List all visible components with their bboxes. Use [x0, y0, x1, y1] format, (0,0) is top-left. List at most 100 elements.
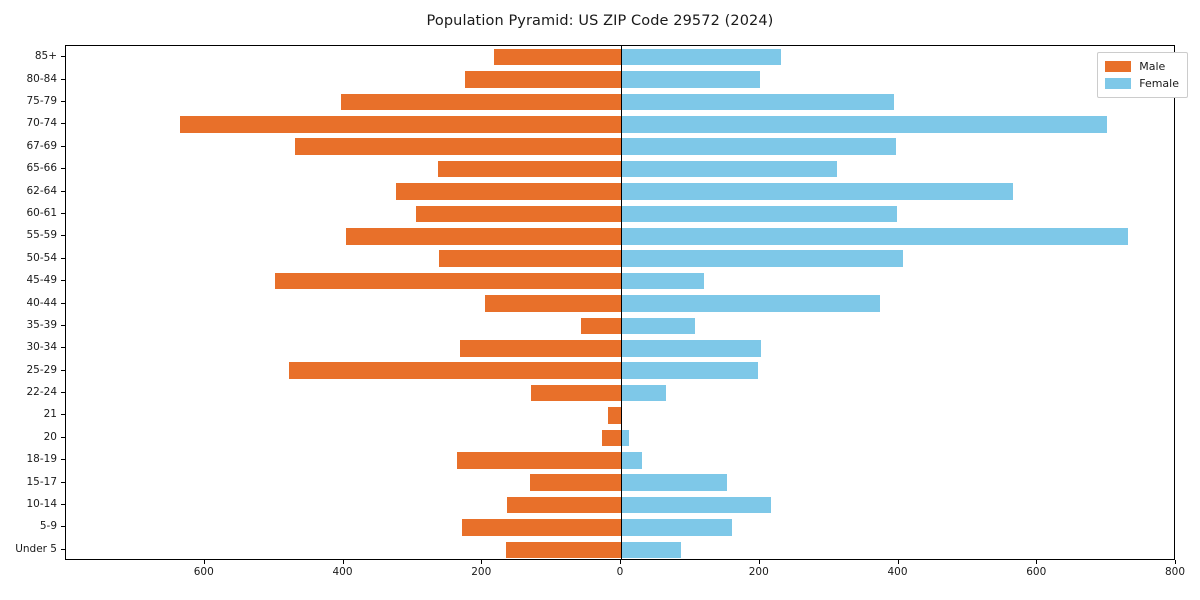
bar-row: [66, 474, 1174, 491]
x-axis-tick: [203, 560, 205, 564]
y-axis-tick: [61, 145, 65, 147]
y-axis-tick: [61, 78, 65, 80]
x-axis-label: 200: [748, 566, 769, 578]
bar-female: [621, 339, 762, 357]
y-axis-tick: [61, 504, 65, 506]
bar-male: [456, 451, 621, 469]
bar-female: [621, 93, 895, 111]
y-axis-label: 5-9: [39, 520, 57, 533]
bar-row: [66, 183, 1174, 200]
y-axis-label: 15-17: [26, 475, 57, 488]
y-axis-tick: [61, 414, 65, 416]
y-axis-label: 67-69: [26, 139, 57, 152]
y-axis-label: 18-19: [26, 453, 57, 466]
bar-male: [294, 138, 621, 156]
bar-female: [621, 116, 1107, 133]
x-axis-label: 600: [193, 566, 214, 578]
bar-male: [530, 384, 621, 402]
bar-row: [66, 317, 1174, 335]
bar-row: [66, 71, 1174, 88]
legend[interactable]: Male Female: [1097, 52, 1188, 98]
bar-row: [66, 48, 1174, 66]
bar-male: [395, 183, 621, 200]
bar-male: [289, 362, 621, 379]
bar-male: [460, 339, 621, 357]
legend-label: Male: [1139, 60, 1166, 73]
plot-area: [65, 45, 1175, 560]
chart-title: Population Pyramid: US ZIP Code 29572 (2…: [426, 13, 774, 29]
legend-entry-male[interactable]: Male: [1105, 58, 1179, 75]
y-axis-label: 55-59: [26, 229, 57, 242]
bar-row: [66, 407, 1174, 424]
bar-row: [66, 339, 1174, 357]
bar-row: [66, 295, 1174, 312]
bar-male: [530, 474, 621, 491]
y-axis-label: 10-14: [26, 498, 57, 511]
bar-female: [621, 541, 682, 559]
bar-male: [607, 407, 621, 424]
y-axis-label: 30-34: [26, 341, 57, 354]
x-axis-ticks: [65, 560, 1176, 564]
x-axis-tick: [1175, 560, 1176, 564]
y-axis-label: 60-61: [26, 206, 57, 219]
x-axis-tick-labels: 600 400 200 0 200 400 600 800: [65, 566, 1185, 584]
y-axis-label: 80-84: [26, 72, 57, 85]
x-axis-tick: [897, 560, 899, 564]
x-axis-tick: [758, 560, 760, 564]
bar-male: [437, 160, 621, 178]
bar-female: [621, 317, 696, 335]
y-axis-tick: [61, 392, 65, 394]
bar-row: [66, 228, 1174, 245]
legend-swatch-female: [1105, 78, 1132, 89]
bar-row: [66, 362, 1174, 379]
bar-row: [66, 250, 1174, 267]
legend-swatch-male: [1105, 61, 1132, 72]
x-axis-label: 200: [471, 566, 492, 578]
bar-female: [621, 295, 880, 312]
y-axis-label: 65-66: [26, 162, 57, 175]
bar-row: [66, 160, 1174, 178]
bar-male: [462, 519, 621, 536]
bar-female: [621, 362, 758, 379]
y-axis-tick: [61, 302, 65, 304]
bar-male: [179, 116, 621, 133]
y-axis-tick: [61, 100, 65, 102]
y-axis-tick: [61, 459, 65, 461]
bar-male: [274, 272, 621, 290]
bar-female: [621, 138, 896, 156]
y-axis-label: 20: [43, 430, 57, 443]
y-axis-label: 45-49: [26, 274, 57, 287]
bar-female: [621, 250, 903, 267]
bar-male: [485, 295, 621, 312]
bar-female: [621, 48, 782, 66]
bar-male: [464, 71, 621, 88]
bar-female: [621, 205, 898, 223]
bar-male: [505, 541, 621, 559]
y-axis-label: Under 5: [15, 542, 57, 555]
bar-male: [494, 48, 621, 66]
y-axis-label: 70-74: [26, 117, 57, 130]
bar-row: [66, 205, 1174, 223]
y-axis-tick: [61, 257, 65, 259]
bar-row: [66, 138, 1174, 156]
bar-female: [621, 272, 704, 290]
bar-male: [438, 250, 621, 267]
bar-female: [621, 474, 728, 491]
bar-male: [340, 93, 621, 111]
x-axis-label: 600: [1026, 566, 1047, 578]
y-axis-tick: [61, 190, 65, 192]
legend-entry-female[interactable]: Female: [1105, 75, 1179, 92]
y-axis-tick: [61, 347, 65, 349]
y-axis-label: 40-44: [26, 296, 57, 309]
y-axis-label: 25-29: [26, 363, 57, 376]
bar-female: [621, 183, 1013, 200]
bar-male: [416, 205, 621, 223]
y-axis-tick: [61, 369, 65, 371]
y-axis-tick: [61, 123, 65, 125]
y-axis-tick: [61, 212, 65, 214]
y-axis-label: 50-54: [26, 251, 57, 264]
y-axis-ticks: [61, 45, 65, 560]
bar-female: [621, 71, 761, 88]
x-axis-label: 800: [1164, 566, 1186, 578]
y-axis-tick: [61, 436, 65, 438]
